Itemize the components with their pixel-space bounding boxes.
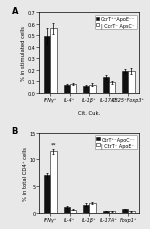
Bar: [64, 86, 70, 93]
Bar: [70, 85, 76, 93]
Bar: [44, 176, 50, 213]
Y-axis label: % in stimulated cells: % in stimulated cells: [21, 26, 26, 81]
Y-axis label: % in total CD4⁺ cells: % in total CD4⁺ cells: [23, 146, 28, 200]
Bar: [109, 83, 115, 93]
Bar: [70, 210, 76, 213]
Bar: [50, 152, 57, 213]
Bar: [103, 78, 109, 93]
Bar: [89, 85, 96, 93]
Bar: [109, 211, 115, 213]
Bar: [50, 29, 57, 93]
Legend: CtrT⁺⁻ApoC⁻⁻, | CtrT⁻ ApoE⁻: CtrT⁺⁻ApoC⁻⁻, | CtrT⁻ ApoE⁻: [95, 136, 137, 150]
Text: A: A: [12, 7, 18, 16]
Bar: [44, 37, 50, 93]
Text: **: **: [51, 142, 56, 147]
Text: B: B: [12, 127, 18, 136]
Bar: [122, 209, 128, 213]
Bar: [83, 86, 89, 93]
Bar: [83, 205, 89, 213]
Bar: [128, 211, 135, 213]
Bar: [103, 211, 109, 213]
Bar: [128, 71, 135, 93]
Legend: CcrT⁺⁺ApoE⁻⁻, | CcrT⁻ ApsC⁻: CcrT⁺⁺ApoE⁻⁻, | CcrT⁻ ApsC⁻: [95, 16, 137, 30]
X-axis label: Cit. Cuk.: Cit. Cuk.: [78, 111, 100, 116]
Bar: [64, 207, 70, 213]
Bar: [122, 71, 128, 93]
Bar: [89, 203, 96, 213]
